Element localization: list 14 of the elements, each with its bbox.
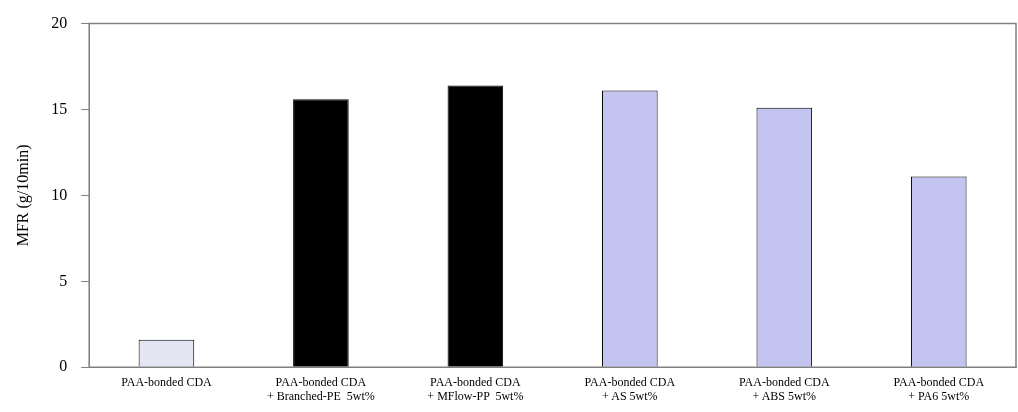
bar <box>447 85 504 367</box>
y-tick-label: 15 <box>51 99 68 117</box>
x-tick-label: PAA-bonded CDA + PA6 5wt% <box>893 374 985 403</box>
y-tick-label: 0 <box>59 357 68 375</box>
x-tick-label: PAA-bonded CDA + Branched-PE 5wt% <box>267 374 375 403</box>
y-tick-label: 5 <box>59 271 68 289</box>
x-tick-label: PAA-bonded CDA <box>121 374 213 389</box>
x-tick-label: PAA-bonded CDA + MFlow-PP 5wt% <box>427 374 524 403</box>
bar <box>293 99 349 367</box>
x-tick-label: PAA-bonded CDA + AS 5wt% <box>584 374 676 403</box>
y-tick-label: 20 <box>51 13 68 31</box>
x-tick-label: PAA-bonded CDA + ABS 5wt% <box>739 374 830 403</box>
y-tick-label: 10 <box>51 185 68 203</box>
y-axis-title: MFR (g/10min) <box>13 144 32 247</box>
